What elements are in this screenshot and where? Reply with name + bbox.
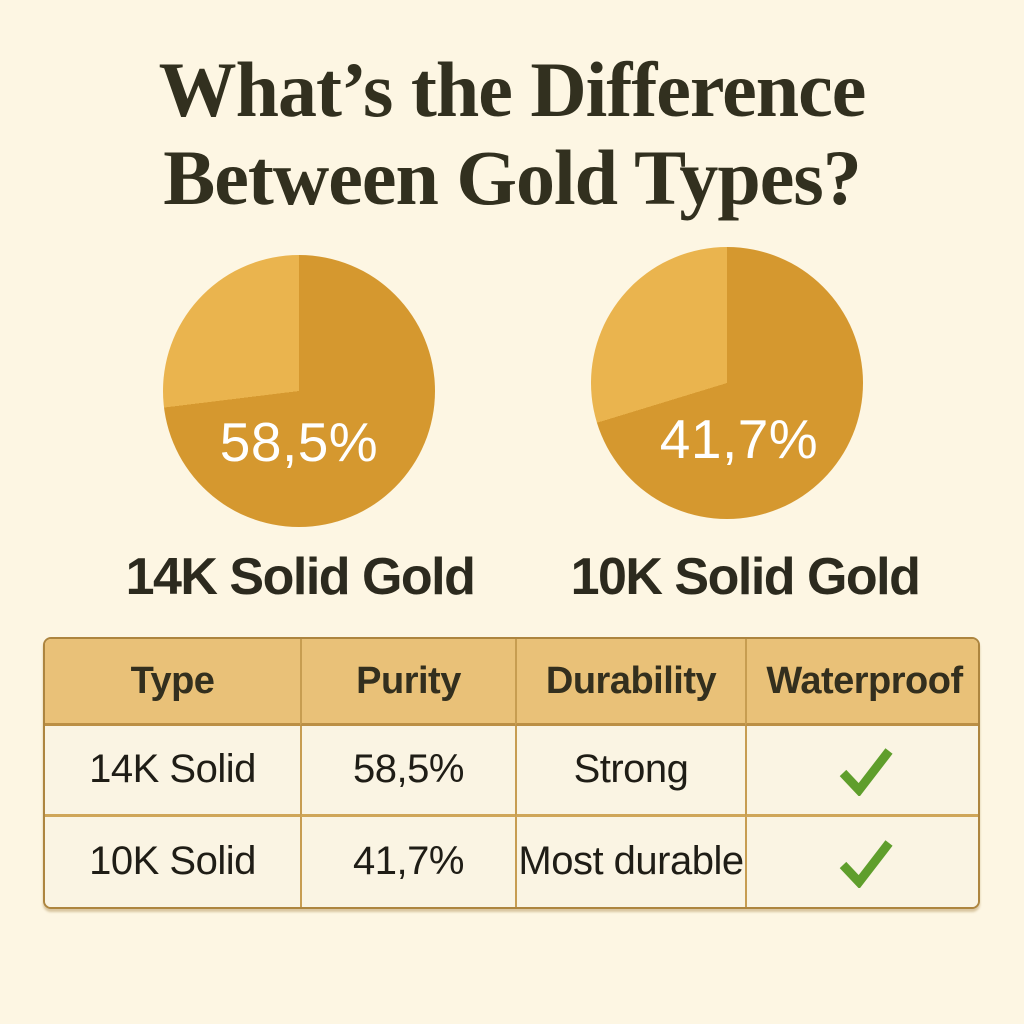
check-icon (833, 744, 897, 796)
pie-caption-14k: 14K Solid Gold (125, 548, 476, 606)
check-icon-stroke (839, 840, 893, 888)
table-cell-durability-14k: Strong (515, 726, 745, 817)
table-cell-purity-14k: 58,5% (300, 726, 515, 817)
pie-chart-10k: 41,7% (591, 247, 863, 519)
table-cell-type-14k: 14K Solid (45, 726, 300, 817)
pie-caption-10k: 10K Solid Gold (570, 548, 921, 606)
check-icon-stroke (839, 748, 893, 796)
page-title: What’s the Difference Between Gold Types… (0, 46, 1024, 222)
page-title-line-2: Between Gold Types? (163, 134, 861, 222)
column-header-purity: Purity (300, 639, 515, 726)
check-icon (833, 836, 897, 888)
table-cell-durability-10k: Most durable (515, 816, 745, 907)
table-cell-purity-10k: 41,7% (300, 816, 515, 907)
table-cell-type-10k: 10K Solid (45, 816, 300, 907)
page-title-line-1: What’s the Difference (158, 46, 867, 133)
pie-value-label-14k: 58,5% (219, 411, 379, 473)
column-header-type: Type (45, 639, 300, 726)
table-cell-waterproof-10k (745, 816, 978, 907)
column-header-durability: Durability (515, 639, 745, 726)
table-cell-waterproof-14k (745, 726, 978, 817)
pie-value-label-10k: 41,7% (659, 408, 819, 470)
pie-chart-14k: 58,5% (163, 255, 435, 527)
column-header-waterproof: Waterproof (745, 639, 978, 726)
comparison-table: Type Purity Durability Waterproof 14K So… (43, 637, 980, 909)
